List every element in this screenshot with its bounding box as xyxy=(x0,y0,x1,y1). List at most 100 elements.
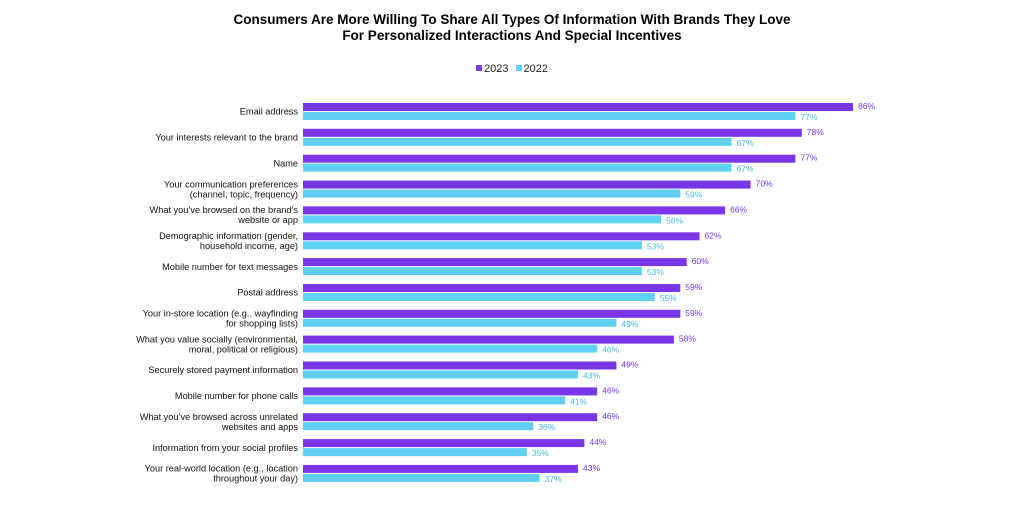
value-label-2023: 78% xyxy=(807,127,824,137)
bar-2023 xyxy=(303,180,751,189)
bar-2022 xyxy=(303,293,655,301)
bar-2022 xyxy=(303,137,732,146)
category-label: Information from your social profiles xyxy=(152,443,298,453)
bar-2023 xyxy=(303,103,853,111)
bar-2022 xyxy=(303,189,681,198)
value-label-2022: 53% xyxy=(647,267,664,277)
chart-title: Consumers Are More Willing To Share All … xyxy=(0,12,1024,44)
category-label-line: moral, political or religious) xyxy=(189,344,298,354)
category-label-line: websites and apps xyxy=(221,422,299,432)
bar-2022 xyxy=(303,344,598,353)
category-label: Email address xyxy=(240,107,299,117)
category-label: Demographic information (gender, househol… xyxy=(159,231,298,251)
value-label-2022: 56% xyxy=(666,215,683,225)
value-label-2023: 70% xyxy=(756,179,773,189)
bar-2023 xyxy=(303,206,726,215)
category-label: Your real-world location (e.g., location… xyxy=(145,464,298,484)
category-label: What you value socially (environmental, m… xyxy=(136,334,298,354)
value-label-2022: 53% xyxy=(647,241,664,251)
value-label-2023: 49% xyxy=(621,360,638,370)
bar-2022 xyxy=(303,318,617,327)
value-label-2023: 66% xyxy=(730,204,747,214)
category-label: Name xyxy=(273,158,298,168)
bar-2022 xyxy=(303,396,566,405)
bar-2022 xyxy=(303,215,662,224)
legend-swatch-2022 xyxy=(515,65,522,71)
category-label-line: for shopping lists) xyxy=(226,319,298,329)
category-label-line: Your communication preferences xyxy=(164,179,298,189)
category-label-line: Your interests relevant to the brand xyxy=(155,133,298,143)
bar-2023 xyxy=(303,128,802,137)
category-label-line: What you’ve browsed across unrelated xyxy=(140,412,298,422)
bar-2023 xyxy=(303,413,598,422)
category-label: What you’ve browsed across unrelated webs… xyxy=(140,412,299,432)
category-label-line: Mobile number for phone calls xyxy=(175,391,298,401)
bar-2023 xyxy=(303,154,796,163)
value-label-2022: 36% xyxy=(538,422,555,432)
bar-2023 xyxy=(303,258,687,267)
value-label-2022: 35% xyxy=(532,448,549,458)
category-label-line: Your real-world location (e.g., location xyxy=(145,464,298,474)
value-label-2022: 77% xyxy=(800,112,817,122)
value-label-2022: 41% xyxy=(570,396,587,406)
legend-swatch-2023 xyxy=(475,65,482,71)
value-label-2022: 49% xyxy=(621,319,638,329)
category-label-line: household income, age) xyxy=(200,241,298,251)
value-label-2022: 67% xyxy=(737,164,754,174)
value-label-2023: 58% xyxy=(679,334,696,344)
value-label-2022: 55% xyxy=(660,293,677,303)
value-label-2023: 86% xyxy=(858,101,875,111)
value-label-2022: 67% xyxy=(737,138,754,148)
bar-2023 xyxy=(303,387,598,396)
value-label-2023: 59% xyxy=(685,282,702,292)
chart-legend: 2023 2022 xyxy=(0,63,1024,75)
category-label-line: Securely stored payment information xyxy=(148,365,298,375)
category-label-line: website or app xyxy=(237,215,298,225)
value-label-2022: 43% xyxy=(583,371,600,381)
bar-2023 xyxy=(303,309,681,318)
value-label-2022: 46% xyxy=(602,345,619,355)
bar-2022 xyxy=(303,163,732,172)
bar-2022 xyxy=(303,422,534,431)
category-label: Mobile number for text messages xyxy=(162,262,298,272)
category-label-line: Name xyxy=(273,158,298,168)
category-label: Mobile number for phone calls xyxy=(175,391,298,401)
bar-2022 xyxy=(303,267,642,276)
category-label-line: Mobile number for text messages xyxy=(162,262,298,272)
category-label-line: Postal address xyxy=(237,288,298,298)
bar-2022 xyxy=(303,370,578,379)
value-label-2023: 43% xyxy=(583,463,600,473)
legend-item-2023: 2023 xyxy=(475,63,509,75)
value-label-2022: 59% xyxy=(685,190,702,200)
bar-2023 xyxy=(303,464,578,473)
category-label: Your interests relevant to the brand xyxy=(155,133,298,143)
category-label-line: throughout your day) xyxy=(213,474,298,484)
legend-label-2023: 2023 xyxy=(483,63,509,75)
chart-title-line-2: For Personalized Interactions And Specia… xyxy=(342,28,682,43)
chart-title-line-1: Consumers Are More Willing To Share All … xyxy=(233,12,791,27)
legend-item-2022: 2022 xyxy=(515,63,549,75)
category-label-line: What you’ve browsed on the brand’s xyxy=(150,205,299,215)
value-label-2023: 62% xyxy=(705,230,722,240)
value-label-2023: 77% xyxy=(800,153,817,163)
value-label-2023: 44% xyxy=(589,437,606,447)
value-label-2023: 46% xyxy=(602,385,619,395)
bar-2022 xyxy=(303,241,642,250)
category-label: Postal address xyxy=(237,288,298,298)
value-label-2023: 59% xyxy=(685,308,702,318)
legend-label-2022: 2022 xyxy=(523,63,549,75)
bar-2022 xyxy=(303,448,527,457)
category-label-line: (channel, topic, frequency) xyxy=(190,189,298,199)
bar-2023 xyxy=(303,232,700,241)
category-label: Your communication preferences (channel, … xyxy=(164,179,298,199)
category-label-line: What you value socially (environmental, xyxy=(136,334,298,344)
bar-2023 xyxy=(303,439,585,448)
value-label-2022: 37% xyxy=(545,474,562,484)
bar-2023 xyxy=(303,284,681,292)
category-label: What you’ve browsed on the brand’s websit… xyxy=(150,205,299,225)
bar-2023 xyxy=(303,361,617,370)
category-label-line: Demographic information (gender, xyxy=(159,231,298,241)
bar-2022 xyxy=(303,112,796,120)
value-label-2023: 46% xyxy=(602,411,619,421)
